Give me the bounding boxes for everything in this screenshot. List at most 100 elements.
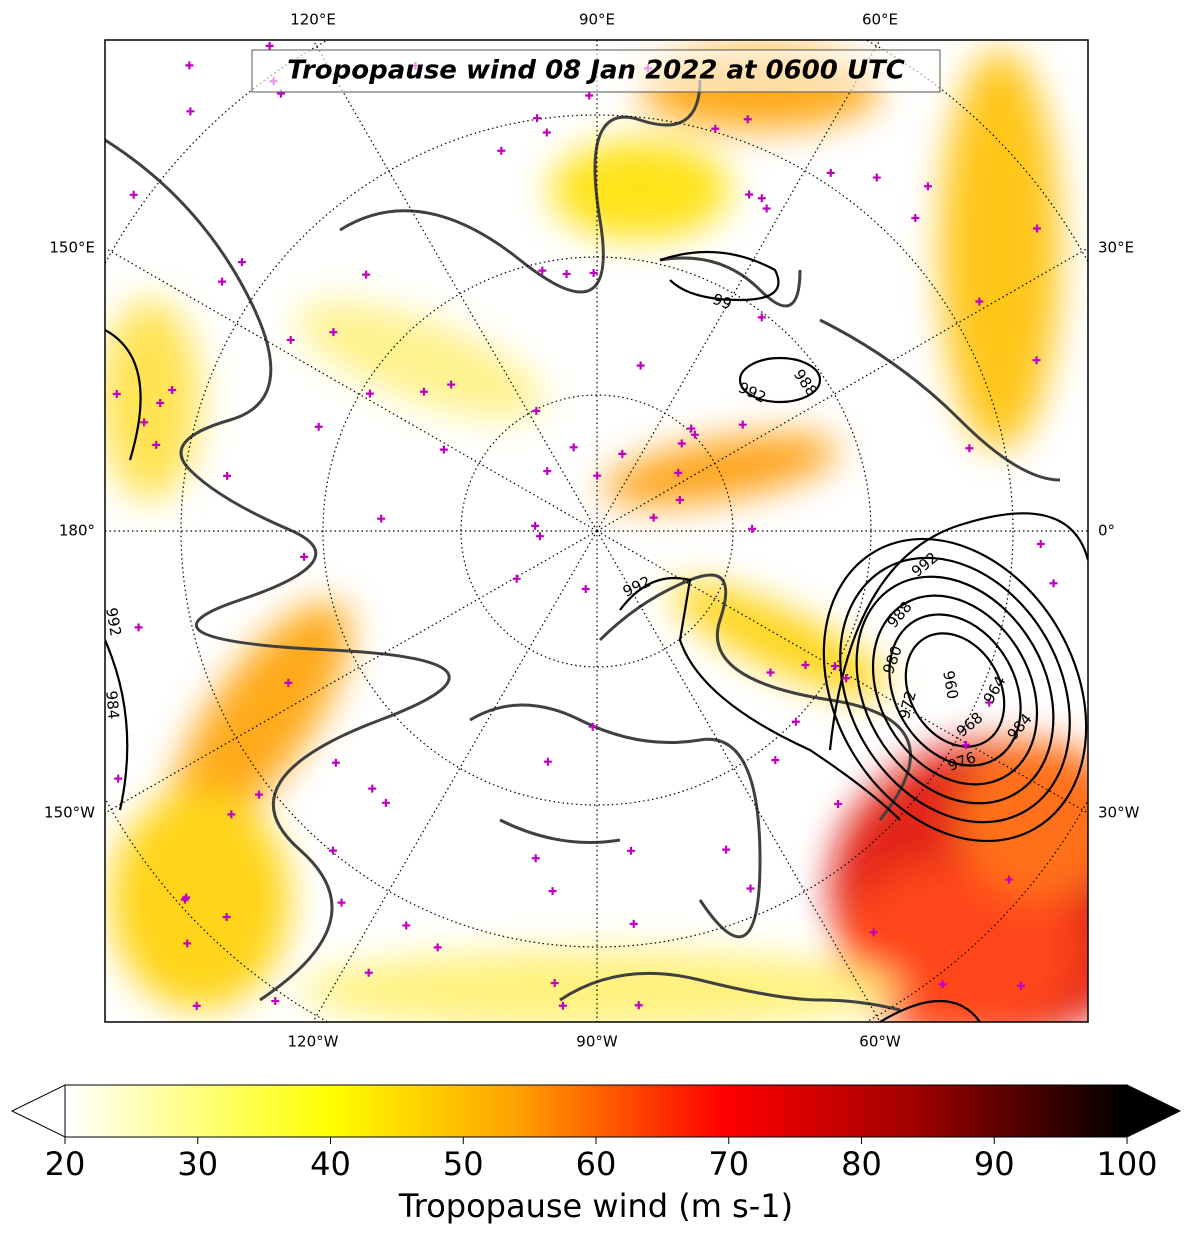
obs-marker (1036, 540, 1045, 549)
obs-marker (1049, 579, 1058, 588)
colorbar-tick-label: 70 (708, 1145, 749, 1183)
obs-marker (677, 439, 686, 448)
colorbar-tick-label: 60 (576, 1145, 617, 1183)
obs-marker (300, 552, 309, 561)
obs-marker (180, 895, 189, 904)
obs-marker (911, 214, 920, 223)
contour-label: 984 (102, 690, 122, 720)
obs-marker (542, 128, 551, 137)
colorbar-tick-label: 100 (1096, 1145, 1157, 1183)
lon-label: 90°E (579, 11, 615, 29)
obs-marker (869, 928, 878, 937)
lon-label: 60°E (862, 11, 898, 29)
obs-marker (156, 398, 165, 407)
obs-marker (548, 887, 557, 896)
obs-marker (134, 623, 143, 632)
obs-marker (337, 898, 346, 907)
obs-marker (227, 810, 236, 819)
obs-marker (531, 854, 540, 863)
map-title: Tropopause wind 08 Jan 2022 at 0600 UTC (287, 56, 905, 86)
obs-marker (771, 756, 780, 765)
obs-marker (535, 532, 544, 541)
graticule (105, 40, 1088, 1022)
colorbar-tick-label: 90 (974, 1145, 1015, 1183)
obs-marker (961, 741, 970, 750)
obs-marker (265, 41, 274, 50)
contour-label: 960 (939, 669, 962, 700)
obs-marker (830, 662, 839, 671)
obs-marker (745, 190, 754, 199)
colorbar-tick-label: 50 (443, 1145, 484, 1183)
obs-marker (237, 258, 246, 267)
obs-marker (687, 424, 696, 433)
obs-marker (447, 380, 456, 389)
colorbar-bar (64, 1084, 1128, 1138)
obs-marker (690, 430, 699, 439)
obs-marker (185, 61, 194, 70)
map-area (105, 40, 1088, 1022)
obs-marker (550, 979, 559, 988)
obs-marker (938, 980, 947, 989)
obs-marker (1005, 875, 1014, 884)
colorbar-tick-label: 80 (841, 1145, 882, 1183)
obs-marker (114, 774, 123, 783)
contour-label: 992 (102, 606, 125, 637)
obs-marker (748, 524, 757, 533)
title-box (251, 49, 941, 93)
lon-label: 60°W (859, 1033, 901, 1051)
obs-marker (791, 717, 800, 726)
obs-marker (532, 406, 541, 415)
coastlines (105, 79, 1061, 1012)
obs-marker (381, 798, 390, 807)
obs-marker (223, 471, 232, 480)
obs-marker (152, 440, 161, 449)
map-frame (104, 39, 1089, 1023)
obs-marker (985, 698, 994, 707)
obs-marker (872, 173, 881, 182)
obs-marker (923, 182, 932, 191)
obs-marker (743, 115, 752, 124)
obs-marker (975, 297, 984, 306)
obs-marker (368, 784, 377, 793)
obs-marker (543, 757, 552, 766)
obs-marker (314, 422, 323, 431)
obs-marker (271, 997, 280, 1006)
obs-marker (192, 1001, 201, 1010)
obs-marker (675, 496, 684, 505)
lon-label: 120°E (290, 11, 336, 29)
obs-marker (512, 574, 521, 583)
lat-label: 180° (59, 522, 95, 540)
obs-marker (649, 513, 658, 522)
lat-label: 150°W (44, 804, 95, 822)
obs-marker (965, 444, 974, 453)
obs-marker (362, 270, 371, 279)
pressure-contours (105, 250, 1088, 1022)
obs-marker (222, 913, 231, 922)
obs-marker (1032, 356, 1041, 365)
obs-marker (766, 668, 775, 677)
obs-marker (331, 758, 340, 767)
obs-marker (588, 722, 597, 731)
obs-marker (433, 943, 442, 952)
obs-marker (533, 114, 542, 123)
colorbar-tick-label: 30 (177, 1145, 218, 1183)
obs-marker (254, 790, 263, 799)
obs-marker (826, 168, 835, 177)
obs-marker (762, 204, 771, 213)
obs-marker (634, 1001, 643, 1010)
obs-marker (626, 846, 635, 855)
obs-marker (419, 387, 428, 396)
obs-marker (562, 269, 571, 278)
colorbar-label: Tropopause wind (m s-1) (398, 1187, 793, 1225)
obs-marker (286, 335, 295, 344)
obs-marker (585, 91, 594, 100)
obs-marker (589, 269, 598, 278)
obs-marker (757, 313, 766, 322)
lat-label: 30°E (1098, 239, 1134, 257)
obs-marker (168, 385, 177, 394)
obs-marker (365, 389, 374, 398)
obs-marker (186, 107, 195, 116)
contour-label: 99 (710, 290, 734, 313)
obs-marker (218, 277, 227, 286)
